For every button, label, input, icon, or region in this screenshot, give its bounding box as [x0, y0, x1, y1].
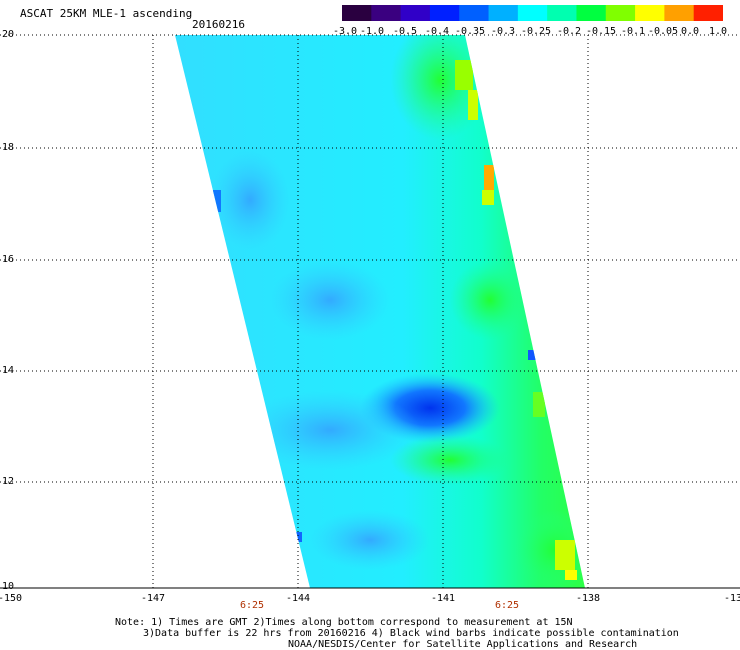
colorbar-segment	[400, 5, 431, 21]
note-line-2: 3)Data buffer is 22 hrs from 20160216 4)…	[143, 628, 679, 639]
x-tick-label: -147	[140, 593, 166, 604]
time-label: 6:25	[239, 600, 265, 611]
colorbar-segment	[342, 5, 372, 21]
y-tick-label: 10	[2, 581, 15, 592]
colorbar-tick-label: 1.0	[708, 26, 728, 37]
colorbar-tick-label: 0.0	[680, 26, 700, 37]
colorbar-segment	[693, 5, 723, 21]
colorbar-tick-label: -3.0	[332, 26, 358, 37]
time-label: 6:25	[494, 600, 520, 611]
colorbar-tick-label: -0.05	[647, 26, 679, 37]
colorbar-tick-label: -0.15	[585, 26, 617, 37]
colorbar-tick-label: -0.3	[490, 26, 516, 37]
colorbar-tick-label: -1.0	[359, 26, 385, 37]
x-tick-label: -138	[575, 593, 601, 604]
colorbar-segment	[488, 5, 519, 21]
note-line-3: NOAA/NESDIS/Center for Satellite Applica…	[288, 639, 638, 650]
colorbar-segment	[605, 5, 636, 21]
y-tick-label: 20	[2, 29, 15, 40]
map-title: ASCAT 25KM MLE-1 ascending	[20, 7, 193, 20]
swath-data	[175, 35, 585, 588]
y-tick-label: 14	[2, 365, 15, 376]
y-tick-label: 16	[2, 254, 15, 265]
colorbar-segment	[429, 5, 460, 21]
colorbar-segment	[576, 5, 607, 21]
colorbar-tick-label: -0.35	[454, 26, 486, 37]
y-tick-label: 18	[2, 142, 15, 153]
x-tick-label: -13	[723, 593, 740, 604]
colorbar-segment	[459, 5, 490, 21]
map-date: 20160216	[192, 18, 245, 31]
colorbar-segment	[635, 5, 665, 21]
y-tick-label: 12	[2, 476, 15, 487]
map-plot	[0, 34, 740, 589]
colorbar-tick-label: -0.4	[424, 26, 450, 37]
colorbar-segment	[664, 5, 695, 21]
note-line-1: Note: 1) Times are GMT 2)Times along bot…	[115, 617, 573, 628]
colorbar-tick-label: -0.1	[620, 26, 646, 37]
colorbar-tick-label: -0.2	[556, 26, 582, 37]
colorbar-tick-label: -0.5	[392, 26, 418, 37]
colorbar-tick-label: -0.25	[520, 26, 552, 37]
x-tick-label: -150	[0, 593, 23, 604]
x-tick-label: -144	[285, 593, 311, 604]
x-tick-label: -141	[430, 593, 456, 604]
colorbar-segment	[547, 5, 577, 21]
colorbar	[342, 5, 723, 21]
colorbar-segment	[517, 5, 548, 21]
colorbar-segment	[371, 5, 402, 21]
grid-lines	[0, 34, 740, 588]
